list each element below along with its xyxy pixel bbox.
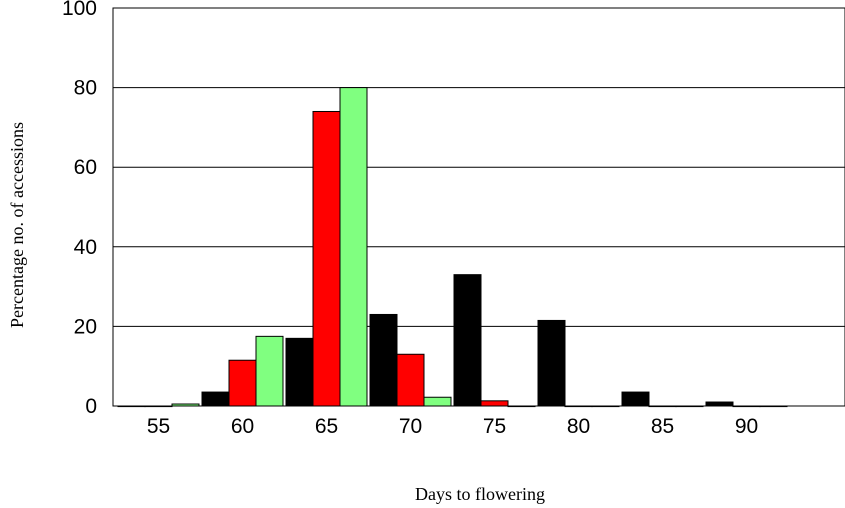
y-tick-label: 60 bbox=[74, 156, 97, 179]
bar bbox=[453, 274, 482, 407]
bar bbox=[255, 335, 284, 407]
x-tick-label: 60 bbox=[231, 415, 254, 438]
bars bbox=[117, 87, 788, 408]
bar bbox=[285, 337, 314, 407]
bar bbox=[228, 359, 257, 407]
bar bbox=[312, 110, 341, 407]
bar bbox=[564, 405, 593, 408]
y-tick-label: 20 bbox=[74, 315, 97, 338]
y-tick-label: 80 bbox=[74, 77, 97, 100]
bar bbox=[537, 319, 566, 407]
bar bbox=[732, 405, 761, 408]
bar bbox=[201, 391, 230, 407]
y-tick-label: 0 bbox=[85, 395, 97, 418]
bar bbox=[423, 396, 452, 407]
x-tick-label: 75 bbox=[483, 415, 506, 438]
bar bbox=[648, 405, 677, 408]
x-tick-label: 80 bbox=[567, 415, 590, 438]
x-tick-labels: 55 60 65 70 75 80 85 90 bbox=[147, 415, 758, 438]
x-tick-label: 70 bbox=[399, 415, 422, 438]
bar bbox=[591, 405, 620, 408]
bar bbox=[480, 400, 509, 407]
bar bbox=[621, 391, 650, 407]
y-tick-label: 100 bbox=[62, 0, 97, 20]
x-axis-title: Days to flowering bbox=[415, 484, 545, 504]
bar bbox=[396, 353, 425, 407]
bar bbox=[339, 87, 368, 407]
bar bbox=[171, 403, 200, 407]
x-tick-label: 90 bbox=[735, 415, 758, 438]
x-tick-label: 55 bbox=[147, 415, 170, 438]
bar bbox=[369, 313, 398, 407]
bar bbox=[675, 405, 704, 408]
bar bbox=[144, 405, 173, 408]
bar bbox=[117, 405, 146, 408]
y-tick-labels: 0 20 40 60 80 100 bbox=[62, 0, 97, 418]
bar bbox=[507, 405, 536, 408]
x-tick-label: 65 bbox=[315, 415, 338, 438]
bar bbox=[705, 401, 734, 407]
bar bbox=[759, 405, 788, 408]
y-axis-title: Percentage no. of accessions bbox=[7, 122, 27, 328]
x-tick-label: 85 bbox=[651, 415, 674, 438]
y-tick-label: 40 bbox=[74, 236, 97, 259]
